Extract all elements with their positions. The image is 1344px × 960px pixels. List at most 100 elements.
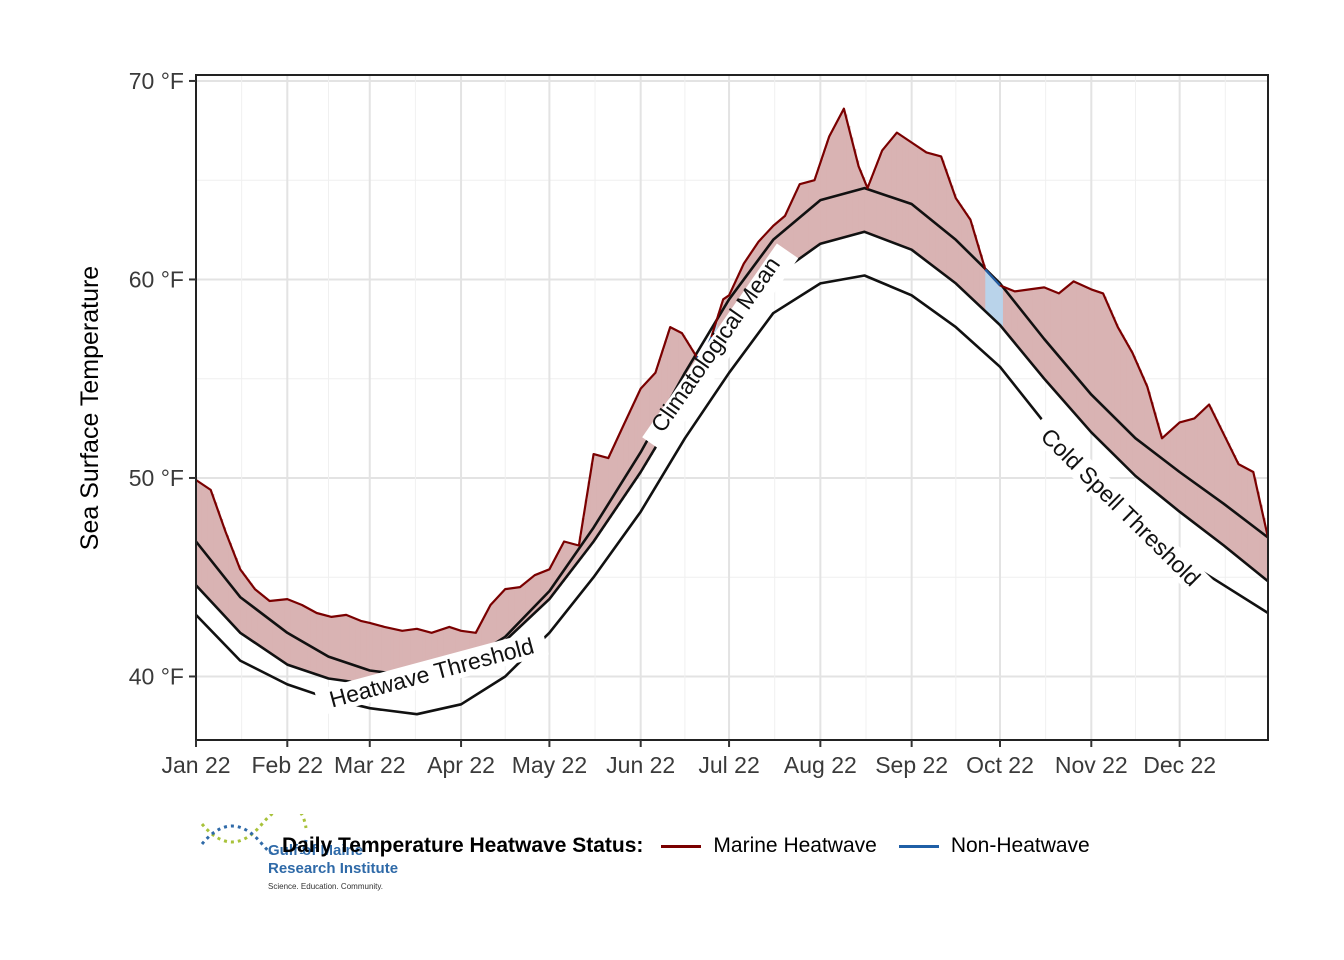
fill-day: [746, 257, 751, 311]
legend-title: Daily Temperature Heatwave Status:: [282, 834, 644, 857]
fill-day: [1079, 284, 1084, 421]
fill-day: [575, 545, 580, 563]
fill-day: [334, 616, 338, 680]
curve-label-bg: [642, 243, 799, 453]
fill-day: [343, 615, 347, 681]
fill-day: [357, 620, 362, 683]
fill-day: [1217, 425, 1222, 543]
fill-day: [293, 602, 297, 668]
fill-day: [352, 617, 356, 683]
curve-label-bg: [1027, 414, 1214, 600]
fill-day: [198, 482, 203, 590]
x-tick-label: Jan 22: [161, 752, 230, 778]
fill-day: [846, 126, 851, 237]
fill-day: [808, 181, 813, 252]
fill-day: [296, 603, 300, 669]
fill-day: [631, 404, 636, 483]
x-tick-label: Mar 22: [334, 752, 406, 778]
legend-label-non-heatwave: Non-Heatwave: [950, 834, 1090, 857]
fill-day: [611, 448, 615, 514]
fill-day: [567, 542, 571, 575]
fill-day: [413, 629, 418, 681]
fill-day: [455, 629, 459, 670]
fill-day: [873, 169, 877, 236]
fill-day: [643, 383, 648, 465]
fill-day: [405, 630, 409, 682]
fill-day: [590, 463, 595, 544]
fill-day: [843, 114, 848, 237]
fill-day: [676, 330, 680, 411]
fill-day: [1082, 286, 1087, 424]
fill-day: [228, 542, 232, 622]
x-tick-label: Sep 22: [875, 752, 948, 778]
fill-day: [469, 632, 474, 663]
fill-day: [787, 206, 792, 266]
fill-day: [840, 111, 845, 238]
fill-day: [864, 184, 869, 233]
fill-day: [855, 160, 860, 234]
fill-day: [419, 630, 424, 680]
fill-day: [1120, 334, 1125, 463]
fill-day: [867, 184, 872, 234]
fill-day: [416, 629, 421, 681]
fill-day: [964, 213, 969, 294]
fill-day: [893, 134, 898, 244]
fill-day: [988, 274, 992, 316]
fill-day: [549, 566, 553, 598]
fill-day: [207, 488, 212, 600]
fill-day: [449, 627, 453, 672]
fill-day: [481, 618, 486, 655]
fill-day: [911, 143, 916, 251]
fill-day: [525, 581, 530, 620]
fill-day: [1088, 288, 1092, 431]
fill-day: [1100, 292, 1104, 443]
fill-day: [1017, 290, 1022, 349]
fill-day: [428, 632, 433, 677]
fill-day: [1241, 466, 1246, 561]
fill-day: [272, 600, 277, 656]
fill-day: [628, 410, 633, 488]
fill-day: [949, 185, 954, 281]
fill-day: [1229, 449, 1234, 552]
y-tick-label: 40 °F: [129, 663, 184, 689]
fill-day: [319, 614, 324, 676]
fill-day: [667, 331, 671, 426]
fill-day: [605, 457, 609, 522]
fill-day: [914, 145, 919, 254]
legend-label-marine-heatwave: Marine Heatwave: [713, 834, 877, 857]
fill-day: [546, 569, 551, 601]
fill-day: [634, 398, 639, 479]
fill-day: [811, 180, 816, 250]
fill-day: [1026, 289, 1031, 360]
fill-day: [266, 599, 271, 652]
fill-day: [337, 615, 341, 680]
fill-day: [1135, 363, 1140, 478]
x-tick-label: Feb 22: [251, 752, 323, 778]
fill-day: [263, 597, 268, 650]
fill-day: [1058, 292, 1063, 398]
fill-day: [522, 583, 527, 623]
fill-day: [366, 622, 371, 685]
fill-day: [1167, 431, 1172, 504]
fill-day: [502, 590, 506, 642]
fill-day: [779, 219, 783, 273]
fill-day: [1212, 413, 1216, 538]
fill-day: [625, 416, 630, 492]
fill-day: [346, 615, 350, 682]
fill-day: [976, 244, 980, 305]
fill-day: [835, 122, 839, 240]
fill-day: [1000, 286, 1004, 327]
fill-day: [743, 261, 748, 314]
fill-day: [387, 627, 391, 683]
fill-day: [1047, 289, 1051, 384]
fill-day: [1044, 287, 1048, 381]
fill-day: [997, 283, 1001, 324]
fill-day: [623, 423, 627, 496]
fill-day: [372, 624, 377, 685]
fill-day: [1253, 478, 1257, 571]
x-tick-label: Jul 22: [698, 752, 759, 778]
fill-day: [1070, 282, 1075, 411]
fill-day: [902, 137, 907, 247]
curve-label-bg: [314, 629, 549, 716]
